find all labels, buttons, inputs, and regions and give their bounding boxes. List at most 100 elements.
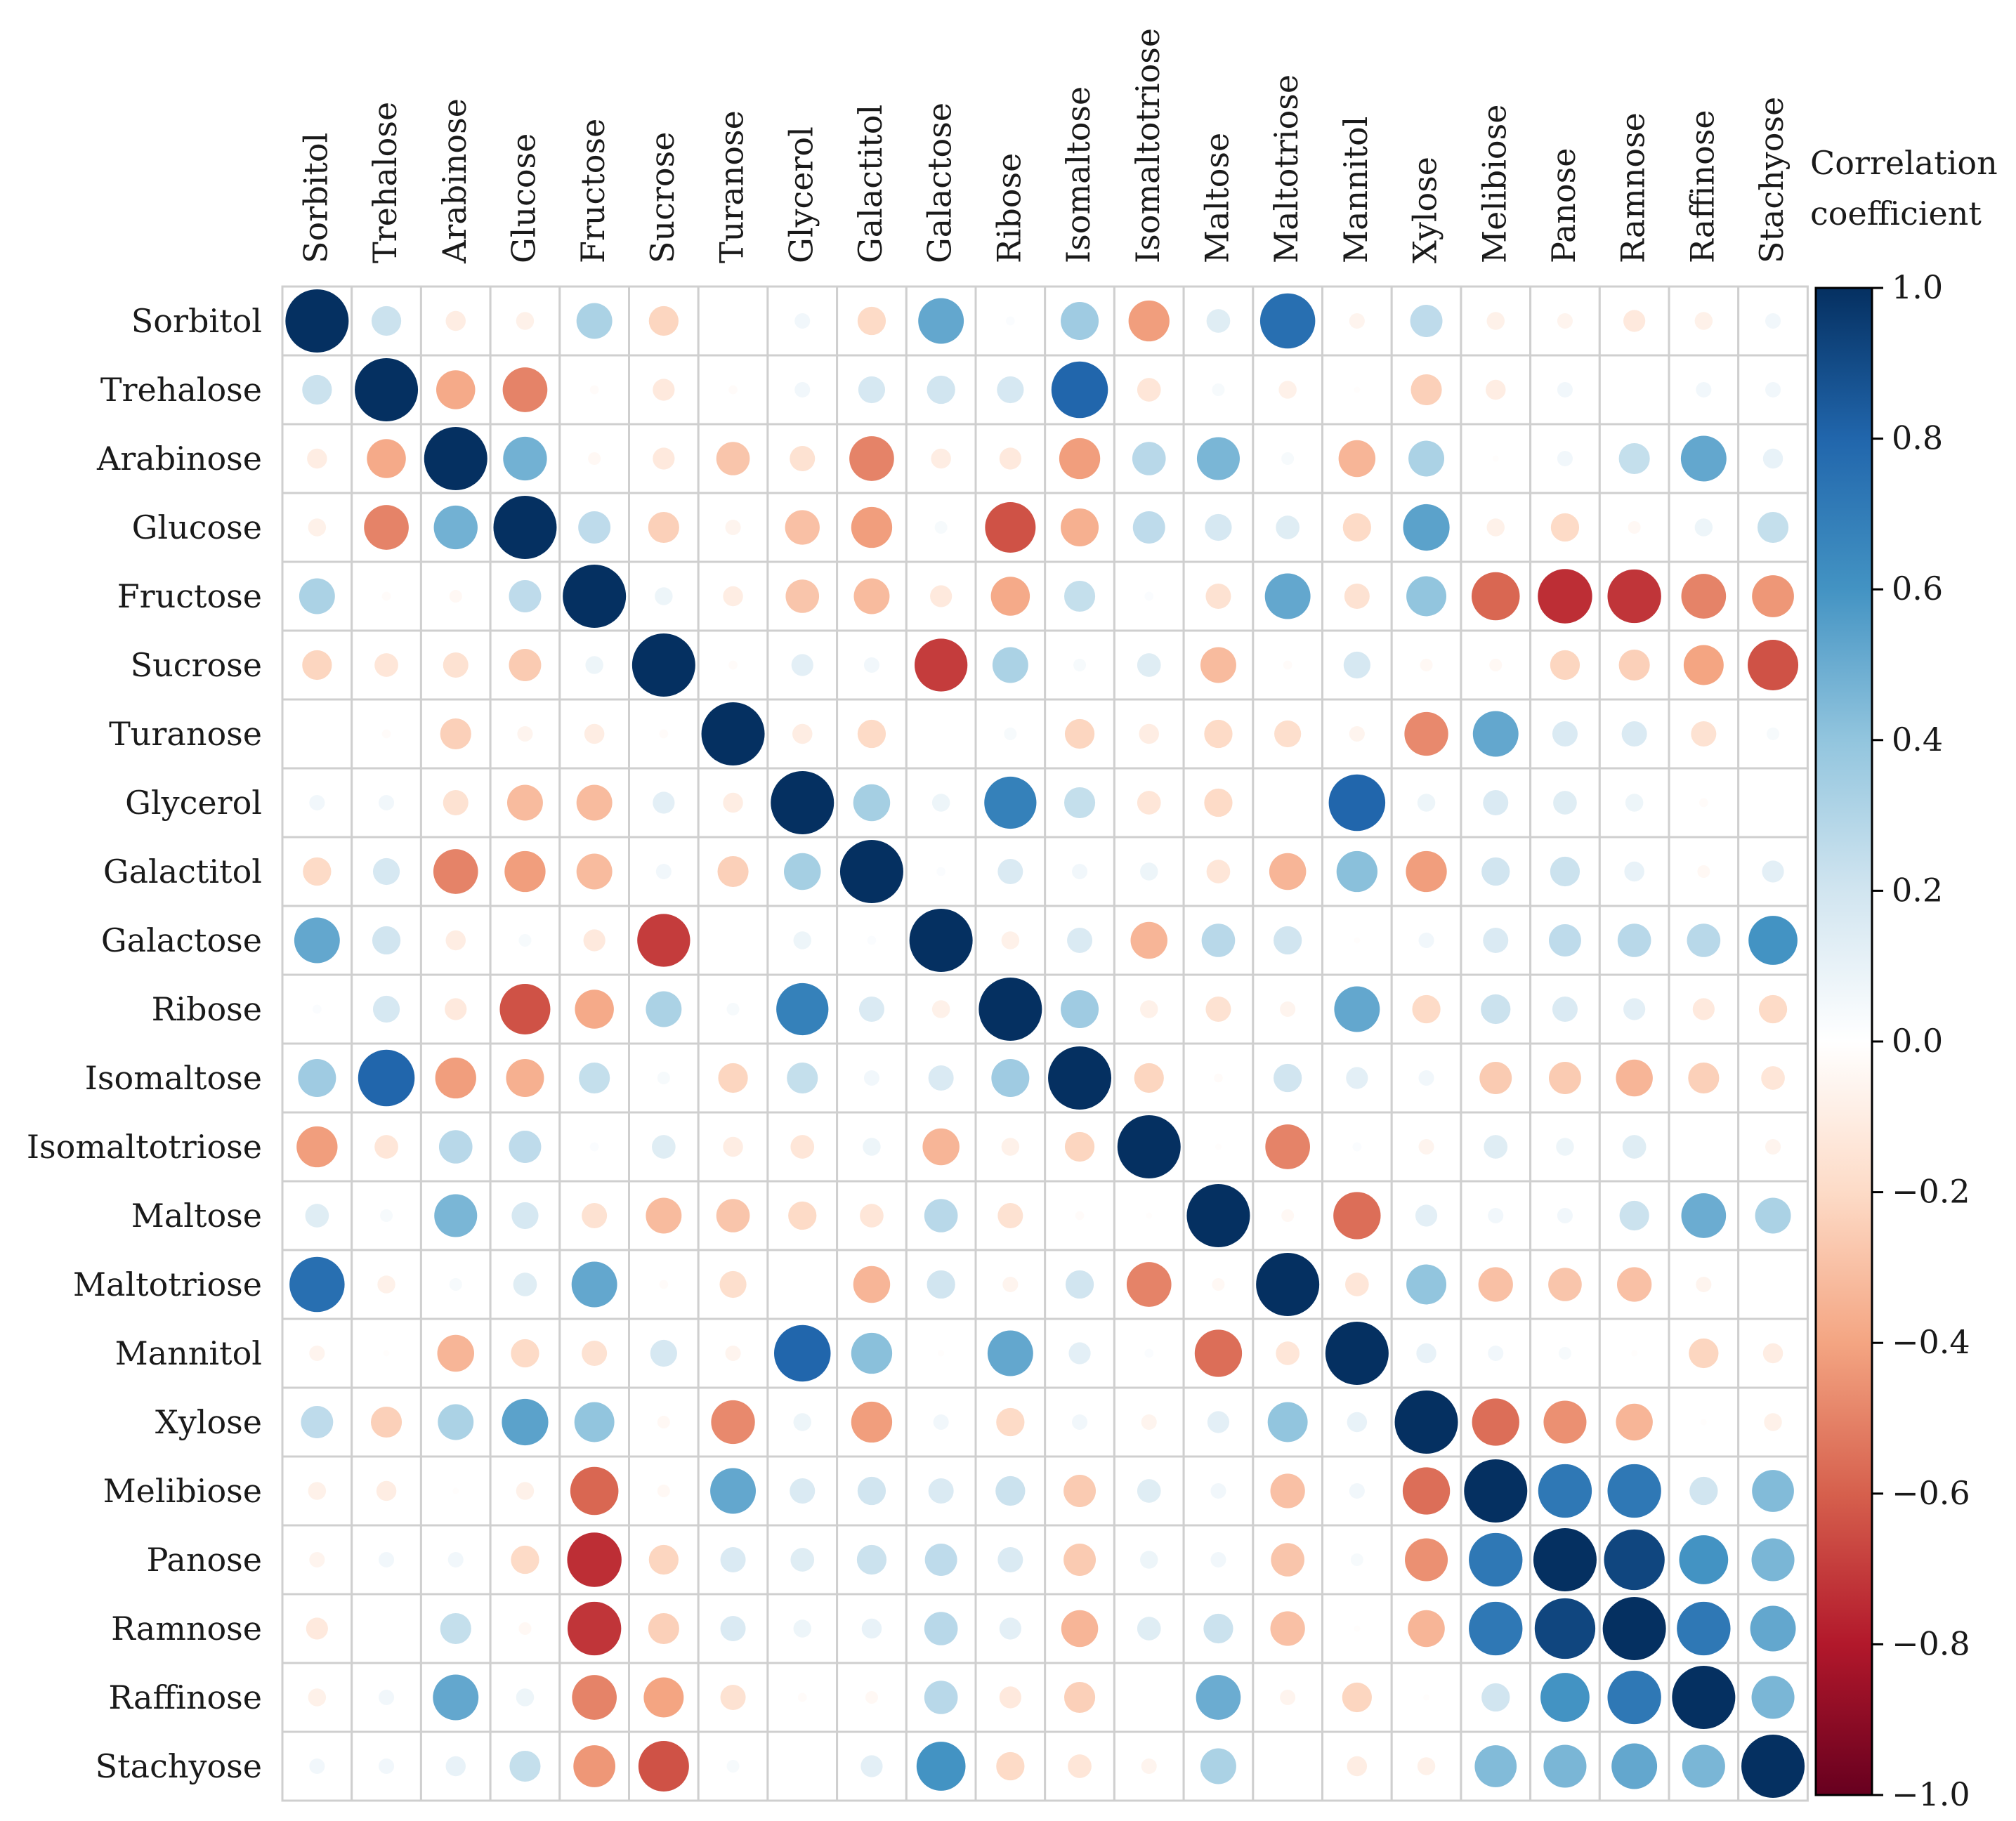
corr-circle-melibiose-isomaltose	[1063, 1475, 1097, 1507]
corr-circle-sucrose-ramnose	[1618, 649, 1650, 681]
corr-circle-maltotriose-galactitol	[853, 1266, 891, 1303]
corr-circle-melibiose-xylose	[1402, 1467, 1451, 1515]
corr-circle-fructose-xylose	[1406, 576, 1447, 617]
corr-circle-trehalose-ribose	[997, 376, 1024, 404]
corr-circle-maltose-galactose	[924, 1199, 958, 1232]
corr-circle-xylose-fructose	[574, 1402, 615, 1442]
corr-circle-glycerol-turanose	[723, 792, 743, 813]
corr-circle-sucrose-maltotriose	[1283, 660, 1292, 670]
corr-circle-ramnose-panose	[1534, 1598, 1596, 1659]
corr-circle-sorbitol-mannitol	[1349, 313, 1365, 329]
corr-circle-ramnose-arabinose	[440, 1612, 471, 1645]
corr-circle-raffinose-arabinose	[433, 1674, 479, 1721]
corr-circle-glucose-maltose	[1205, 513, 1232, 541]
corr-circle-isomaltotriose-glycerol	[790, 1135, 815, 1159]
corr-circle-arabinose-ribose	[999, 447, 1021, 470]
corr-circle-galactitol-ramnose	[1624, 861, 1644, 882]
corr-circle-ribose-galactose	[931, 1000, 950, 1018]
corr-circle-raffinose-turanose	[720, 1685, 746, 1710]
corr-circle-sorbitol-arabinose	[445, 310, 466, 331]
corr-circle-galactose-galactitol	[867, 935, 877, 945]
corr-circle-sucrose-raffinose	[1683, 645, 1724, 685]
corr-circle-turanose-maltotriose	[1274, 720, 1302, 748]
corr-circle-raffinose-ribose	[999, 1686, 1021, 1709]
corr-circle-fructose-maltose	[1205, 584, 1231, 609]
corr-circle-mannitol-maltose	[1194, 1329, 1243, 1377]
corr-circle-glucose-isomaltotriose	[1132, 511, 1165, 544]
corr-circle-isomaltose-glucose	[506, 1059, 544, 1097]
corr-circle-melibiose-arabinose	[452, 1487, 459, 1494]
corr-circle-ribose-sorbitol	[312, 1004, 322, 1014]
corr-circle-sorbitol-ramnose	[1623, 310, 1646, 332]
corr-circle-sucrose-stachyose	[1748, 640, 1799, 690]
corr-circle-galactitol-stachyose	[1762, 860, 1784, 883]
corr-circle-panose-galactose	[924, 1544, 957, 1576]
corr-circle-isomaltotriose-trehalose	[374, 1135, 398, 1159]
corr-circle-turanose-isomaltose	[1064, 718, 1095, 749]
corr-circle-trehalose-raffinose	[1696, 381, 1712, 398]
corr-circle-galactitol-panose	[1550, 856, 1580, 887]
corr-circle-glucose-maltotriose	[1276, 515, 1300, 539]
corr-circle-xylose-mannitol	[1347, 1412, 1368, 1433]
column-label-melibiose: Melibiose	[1475, 105, 1513, 263]
corr-circle-trehalose-isomaltotriose	[1137, 378, 1161, 402]
corr-circle-ramnose-glycerol	[793, 1619, 811, 1638]
corr-circle-mannitol-sucrose	[650, 1339, 677, 1367]
corr-circle-sorbitol-isomaltose	[1061, 302, 1099, 340]
corr-circle-isomaltose-isomaltose	[1048, 1046, 1112, 1110]
corr-circle-xylose-galactitol	[851, 1401, 893, 1443]
corr-circle-ribose-melibiose	[1481, 994, 1511, 1025]
corr-circle-panose-sorbitol	[309, 1551, 325, 1568]
corr-circle-glucose-stachyose	[1758, 511, 1789, 544]
corr-circle-trehalose-mannitol	[1354, 386, 1361, 393]
corr-circle-galactose-xylose	[1418, 932, 1434, 949]
corr-circle-turanose-turanose	[701, 702, 765, 765]
column-label-arabinose: Arabinose	[436, 98, 473, 264]
correlation-circles	[285, 289, 1805, 1798]
corr-circle-sorbitol-sorbitol	[285, 289, 349, 353]
corr-circle-xylose-glycerol	[793, 1413, 811, 1431]
corr-circle-glycerol-glycerol	[771, 771, 834, 834]
corr-circle-sorbitol-sucrose	[648, 305, 679, 336]
corr-circle-turanose-ribose	[1004, 728, 1017, 740]
corr-circle-fructose-sucrose	[655, 587, 673, 605]
corr-circle-stachyose-fructose	[573, 1745, 616, 1787]
corr-circle-isomaltose-arabinose	[435, 1057, 476, 1099]
corr-circle-glucose-panose	[1550, 513, 1580, 542]
corr-circle-sucrose-maltose	[1200, 647, 1236, 683]
corr-circle-stachyose-xylose	[1417, 1757, 1436, 1775]
grid-cell	[697, 1524, 769, 1596]
corr-circle-turanose-fructose	[584, 723, 605, 744]
column-label-galactitol: Galactitol	[851, 105, 889, 263]
corr-circle-glucose-melibiose	[1486, 518, 1505, 537]
corr-circle-melibiose-panose	[1538, 1464, 1592, 1518]
corr-circle-sucrose-isomaltotriose	[1137, 653, 1161, 677]
corr-circle-maltotriose-fructose	[571, 1261, 617, 1308]
corr-circle-raffinose-glucose	[516, 1688, 535, 1707]
corr-circle-mannitol-ramnose	[1631, 1350, 1638, 1357]
row-labels: Sorbitol Trehalose Arabinose Glucose Fructos…	[27, 302, 262, 1785]
corr-circle-arabinose-melibiose	[1492, 455, 1499, 462]
corr-circle-arabinose-fructose	[588, 452, 601, 465]
corr-circle-isomaltose-galactitol	[863, 1070, 879, 1086]
corr-circle-ribose-raffinose	[1692, 998, 1715, 1020]
corr-circle-arabinose-galactose	[931, 448, 951, 469]
corr-circle-glucose-arabinose	[433, 505, 478, 550]
corr-circle-glycerol-glucose	[506, 784, 543, 821]
corr-circle-sucrose-isomaltose	[1073, 659, 1087, 671]
corr-circle-sorbitol-glucose	[516, 312, 535, 330]
corr-circle-raffinose-xylose	[1423, 1694, 1430, 1701]
corr-circle-panose-ramnose	[1604, 1529, 1665, 1591]
corr-circle-xylose-panose	[1543, 1400, 1587, 1444]
corr-circle-ramnose-glucose	[518, 1622, 532, 1635]
corr-circle-mannitol-ribose	[987, 1330, 1033, 1376]
corr-circle-isomaltose-sorbitol	[298, 1059, 336, 1097]
corr-circle-ramnose-ribose	[999, 1617, 1021, 1640]
corr-circle-isomaltose-xylose	[1418, 1070, 1434, 1086]
column-label-panose: Panose	[1545, 148, 1583, 263]
column-label-isomaltotriose: Isomaltotriose	[1129, 28, 1167, 263]
corr-circle-galactitol-fructose	[576, 853, 613, 890]
corr-circle-raffinose-mannitol	[1342, 1682, 1372, 1713]
corr-circle-maltose-panose	[1557, 1207, 1573, 1224]
corr-circle-fructose-isomaltose	[1064, 580, 1096, 612]
